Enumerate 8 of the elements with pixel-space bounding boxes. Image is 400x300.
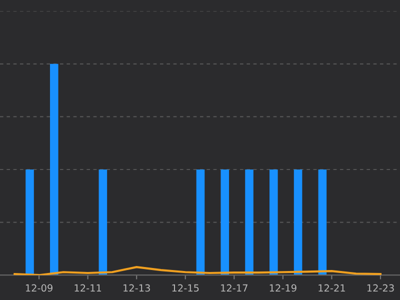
x-tick-label: 12-15 [172, 284, 199, 292]
x-tick-label: 12-19 [270, 284, 296, 292]
x-tick-label: 12-17 [221, 284, 248, 292]
x-tick-label: 12-13 [124, 284, 150, 292]
x-tick-label: 12-21 [318, 284, 345, 292]
x-tick-label: 12-09 [26, 284, 52, 292]
x-tick-label: 12-23 [367, 284, 394, 292]
x-tick-label: 12-11 [74, 284, 102, 292]
